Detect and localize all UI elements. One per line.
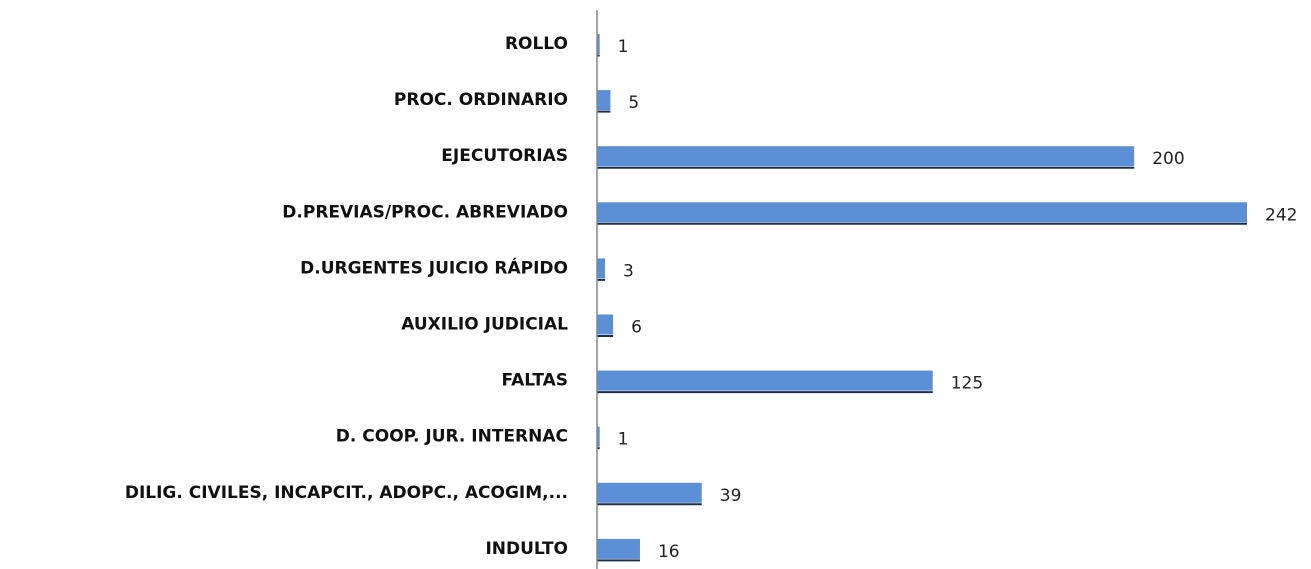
category-label: D. COOP. JUR. INTERNAC [336,427,568,447]
bar [597,482,702,503]
category-label: ROLLO [505,34,568,54]
category-label: PROC. ORDINARIO [394,90,568,110]
value-label: 5 [628,93,639,113]
value-label: 3 [623,261,634,281]
value-label: 1 [618,37,629,57]
bar [597,90,611,111]
bar [597,146,1135,167]
category-label: D.PREVIAS/PROC. ABREVIADO [282,202,568,222]
bar [597,426,600,447]
value-label: 242 [1265,205,1297,225]
category-label: AUXILIO JUDICIAL [401,315,568,335]
bar [597,258,606,279]
value-label: 125 [951,374,983,394]
value-label: 1 [618,430,629,450]
value-label: 39 [720,486,742,506]
category-label: D.URGENTES JUICIO RÁPIDO [300,256,568,278]
bar [597,34,600,54]
bar [597,202,1247,223]
bar [597,538,640,559]
bar [597,314,614,335]
category-label: INDULTO [485,539,568,559]
value-label: 200 [1152,149,1184,169]
category-label: FALTAS [501,371,568,391]
category-label: DILIG. CIVILES, INCAPCIT., ADOPC., ACOGI… [125,483,568,503]
category-label: EJECUTORIAS [441,146,568,166]
value-label: 16 [658,542,680,562]
value-label: 6 [631,318,642,338]
bar [597,370,933,391]
